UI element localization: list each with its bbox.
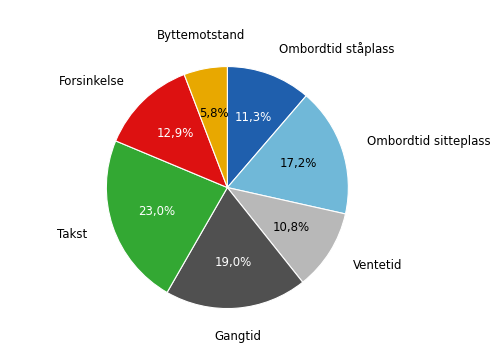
Wedge shape — [167, 188, 303, 309]
Text: 10,8%: 10,8% — [273, 221, 309, 234]
Text: Ombordtid sitteplass: Ombordtid sitteplass — [367, 135, 491, 147]
Wedge shape — [227, 96, 348, 214]
Wedge shape — [227, 66, 306, 188]
Text: 11,3%: 11,3% — [235, 111, 272, 124]
Text: Takst: Takst — [57, 228, 87, 241]
Text: 5,8%: 5,8% — [199, 107, 229, 120]
Text: 17,2%: 17,2% — [280, 158, 317, 170]
Text: Byttemotstand: Byttemotstand — [157, 29, 245, 42]
Wedge shape — [227, 188, 346, 282]
Text: 12,9%: 12,9% — [157, 127, 194, 140]
Text: Gangtid: Gangtid — [215, 330, 262, 343]
Text: Forsinkelse: Forsinkelse — [59, 75, 125, 88]
Wedge shape — [184, 66, 227, 188]
Text: 23,0%: 23,0% — [138, 205, 175, 218]
Text: 19,0%: 19,0% — [215, 256, 251, 269]
Text: Ventetid: Ventetid — [353, 260, 402, 272]
Wedge shape — [107, 141, 227, 293]
Wedge shape — [116, 74, 227, 188]
Text: Ombordtid ståplass: Ombordtid ståplass — [279, 42, 394, 56]
